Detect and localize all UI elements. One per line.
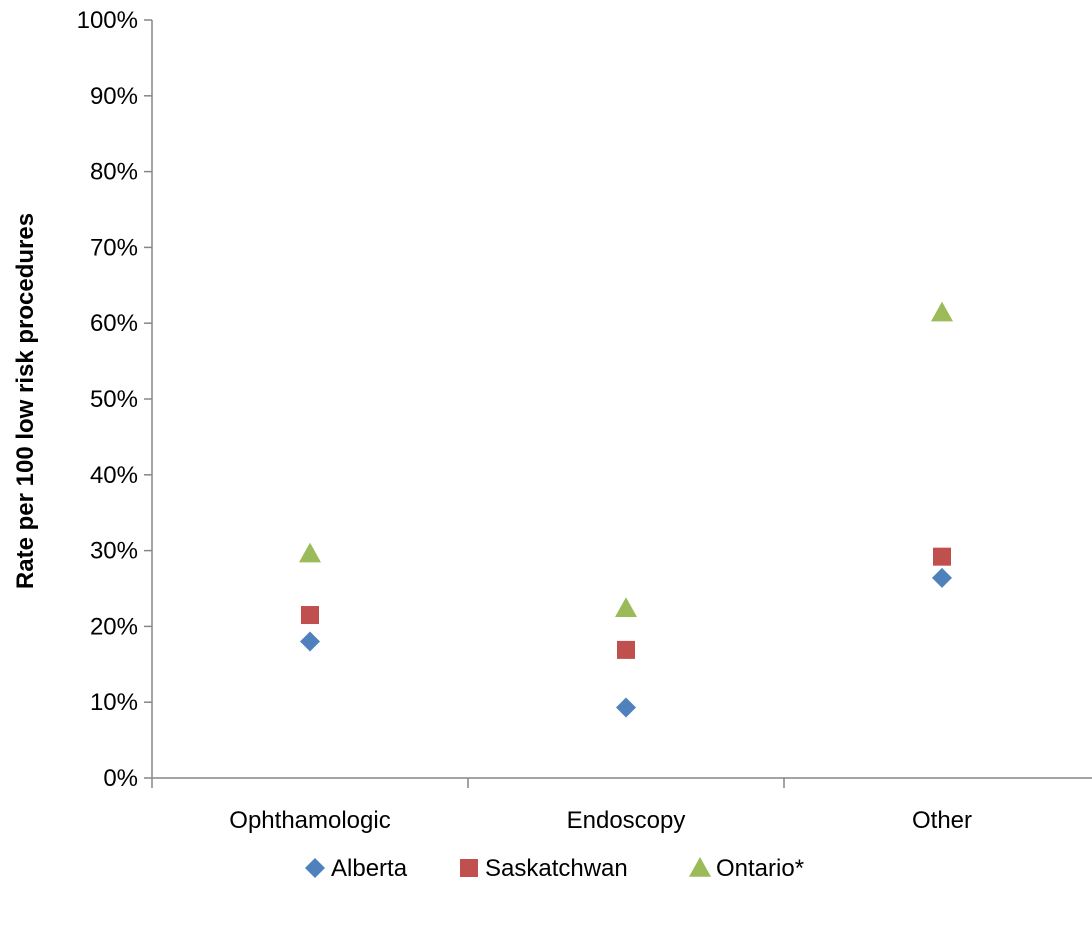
- legend-label-saskatchwan: Saskatchwan: [485, 855, 628, 882]
- y-tick-label: 0%: [103, 765, 138, 792]
- point-saskatchwan: [617, 640, 635, 659]
- y-tick-label: 10%: [90, 689, 138, 716]
- point-alberta: [932, 567, 952, 588]
- point-saskatchwan: [933, 547, 951, 566]
- legend: Alberta Saskatchwan Ontario*: [305, 855, 804, 882]
- y-tick-label: 20%: [90, 613, 138, 640]
- legend-marker-saskatchwan: [460, 859, 478, 877]
- point-ontario: [615, 597, 637, 618]
- y-tick-label: 70%: [90, 234, 138, 261]
- y-tick-label: 80%: [90, 159, 138, 186]
- legend-label-alberta: Alberta: [331, 855, 408, 882]
- y-axis-ticks: 0% 10% 20% 30% 40% 50% 60% 70% 80% 90% 100%: [77, 7, 152, 792]
- axes: [151, 20, 1092, 779]
- x-category-label: Other: [912, 807, 972, 834]
- y-tick-label: 60%: [90, 310, 138, 337]
- y-tick-label: 30%: [90, 538, 138, 565]
- legend-marker-alberta: [305, 858, 325, 878]
- y-tick-label: 40%: [90, 462, 138, 489]
- point-ontario: [299, 542, 321, 563]
- point-ontario: [931, 301, 953, 322]
- data-points: [299, 301, 953, 718]
- point-alberta: [616, 697, 636, 718]
- x-axis-ticks: Ophthamologic Endoscopy Other: [151, 778, 972, 834]
- x-category-label: Ophthamologic: [229, 807, 390, 834]
- y-axis-title: Rate per 100 low risk procedures: [12, 213, 39, 589]
- legend-marker-ontario: [689, 857, 711, 877]
- legend-label-ontario: Ontario*: [716, 855, 804, 882]
- x-category-label: Endoscopy: [567, 807, 686, 834]
- y-tick-label: 100%: [77, 7, 138, 34]
- point-saskatchwan: [301, 606, 319, 625]
- y-tick-label: 90%: [90, 83, 138, 110]
- y-tick-label: 50%: [90, 386, 138, 413]
- point-alberta: [300, 631, 320, 652]
